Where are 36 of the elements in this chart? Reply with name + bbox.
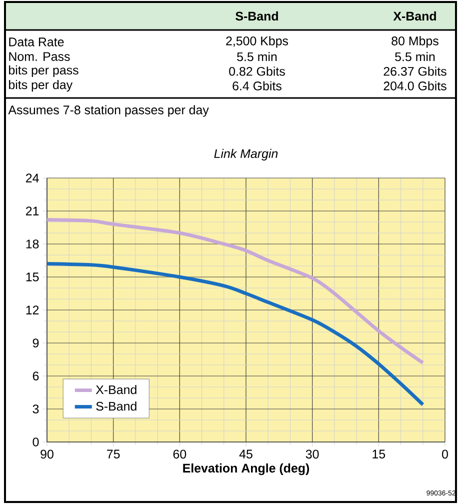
x-tick-label: 90: [40, 450, 54, 459]
x-tick-label: 75: [107, 450, 120, 458]
text: 5.5 min: [395, 52, 435, 62]
text: 80 Mbps: [392, 36, 438, 48]
x-axis-title: Elevation Angle (deg): [183, 463, 310, 476]
category-label: S-Band: [236, 11, 278, 21]
x-tick-label: 30: [306, 450, 319, 459]
chart-title: Link Margin: [214, 148, 278, 160]
y-tick-label: 6: [32, 372, 39, 380]
x-tick-label: 0: [442, 450, 448, 459]
y-tick-label: 9: [32, 338, 39, 348]
y-tick-label: 0: [32, 438, 39, 446]
category-label: Data Rate: [9, 38, 64, 46]
category-label: X-Band: [393, 11, 436, 21]
text: Assumes 7-8 station passes per day: [8, 105, 209, 117]
x-tick-label: 60: [173, 450, 186, 459]
category-label: Nom. Pass: [9, 52, 70, 61]
y-tick-label: 15: [26, 272, 39, 282]
y-tick-label: 12: [26, 306, 39, 314]
y-tick-label: 18: [26, 240, 39, 248]
legend-label: S-Band: [96, 402, 136, 411]
text: 5.5 min: [237, 52, 277, 62]
category-label: bits per day: [8, 80, 73, 92]
y-tick-label: 24: [26, 174, 39, 182]
category-label: bits per pass: [8, 65, 78, 77]
y-tick-label: 3: [32, 404, 39, 414]
text: 0.82 Gbits: [229, 66, 285, 76]
text: 6.4 Gbits: [232, 81, 282, 90]
line-series: [45, 218, 425, 365]
text: 204.0 Gbits: [384, 81, 446, 90]
x-tick-label: 45: [239, 450, 252, 458]
y-tick-label: 21: [26, 206, 39, 216]
text: 2,500 Kbps: [226, 36, 288, 48]
legend-label: X-Band: [96, 385, 136, 394]
x-tick-label: 15: [372, 450, 386, 458]
text: 26.37 Gbits: [384, 66, 446, 76]
